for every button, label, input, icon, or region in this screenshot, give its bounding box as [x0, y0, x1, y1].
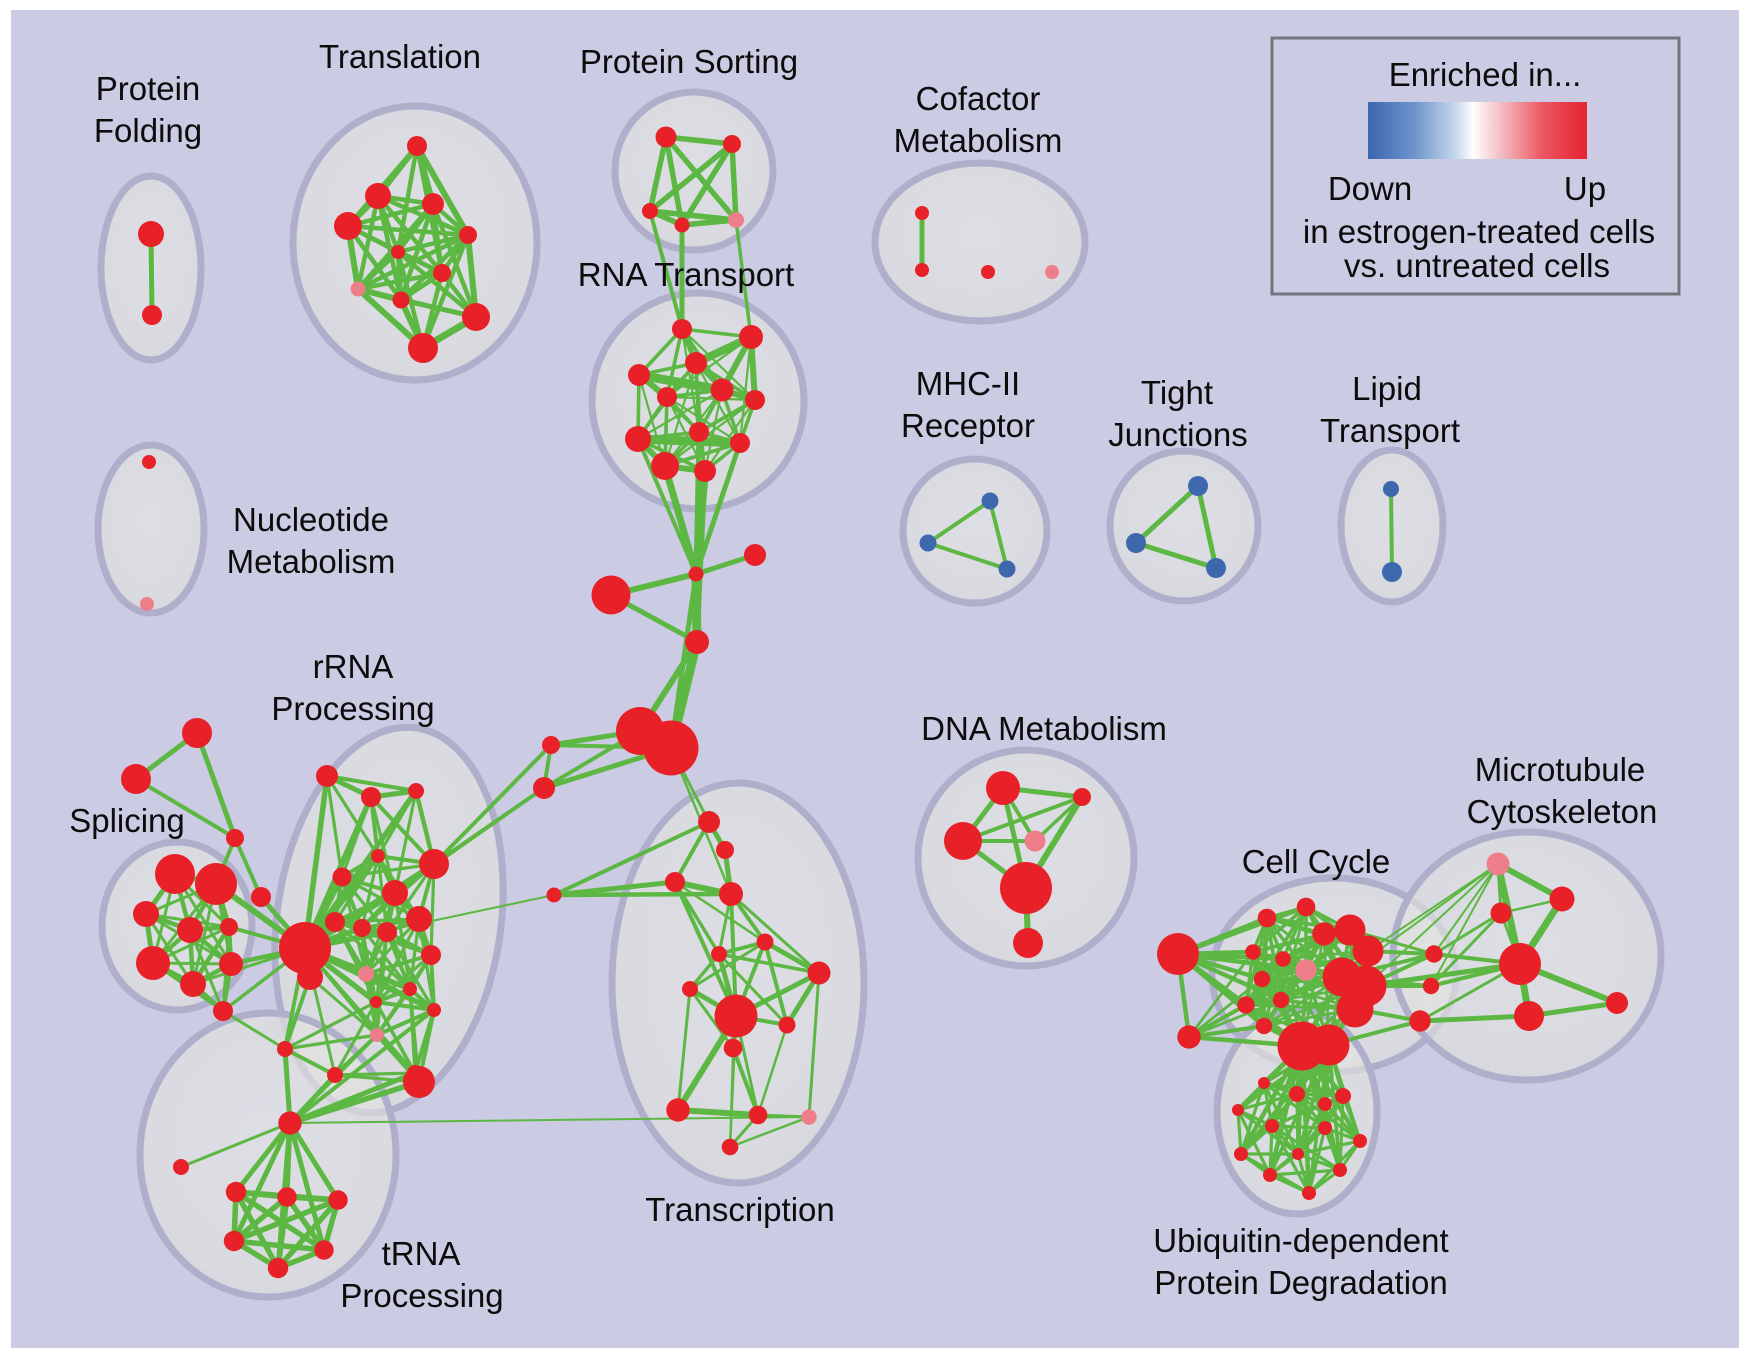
svg-text:vs. untreated cells: vs. untreated cells: [1344, 247, 1610, 284]
svg-text:rRNA: rRNA: [313, 648, 394, 685]
svg-text:Folding: Folding: [94, 112, 202, 149]
svg-text:Ubiquitin-dependent: Ubiquitin-dependent: [1153, 1222, 1448, 1259]
svg-text:Lipid: Lipid: [1352, 370, 1422, 407]
svg-text:Down: Down: [1328, 170, 1412, 207]
svg-text:Protein Degradation: Protein Degradation: [1154, 1264, 1448, 1301]
svg-text:Processing: Processing: [271, 690, 434, 727]
svg-text:Transport: Transport: [1320, 412, 1460, 449]
svg-text:Enriched in...: Enriched in...: [1389, 56, 1582, 93]
svg-text:Metabolism: Metabolism: [227, 543, 396, 580]
svg-text:Microtubule: Microtubule: [1475, 751, 1646, 788]
svg-text:tRNA: tRNA: [382, 1235, 461, 1272]
svg-text:Metabolism: Metabolism: [894, 122, 1063, 159]
svg-text:Tight: Tight: [1141, 374, 1213, 411]
svg-text:Translation: Translation: [319, 38, 481, 75]
svg-text:Cytoskeleton: Cytoskeleton: [1467, 793, 1658, 830]
svg-text:Transcription: Transcription: [645, 1191, 835, 1228]
svg-text:Up: Up: [1564, 170, 1606, 207]
svg-text:Cell Cycle: Cell Cycle: [1242, 843, 1391, 880]
svg-text:DNA Metabolism: DNA Metabolism: [921, 710, 1167, 747]
svg-text:Receptor: Receptor: [901, 407, 1035, 444]
svg-text:Cofactor: Cofactor: [916, 80, 1041, 117]
svg-text:Processing: Processing: [340, 1277, 503, 1314]
svg-text:Protein Sorting: Protein Sorting: [580, 43, 798, 80]
svg-text:Junctions: Junctions: [1108, 416, 1247, 453]
svg-text:RNA Transport: RNA Transport: [578, 256, 794, 293]
svg-text:Protein: Protein: [96, 70, 201, 107]
svg-text:in estrogen-treated cells: in estrogen-treated cells: [1303, 213, 1655, 250]
svg-text:MHC-II: MHC-II: [916, 365, 1020, 402]
svg-text:Nucleotide: Nucleotide: [233, 501, 389, 538]
svg-text:Splicing: Splicing: [69, 802, 185, 839]
